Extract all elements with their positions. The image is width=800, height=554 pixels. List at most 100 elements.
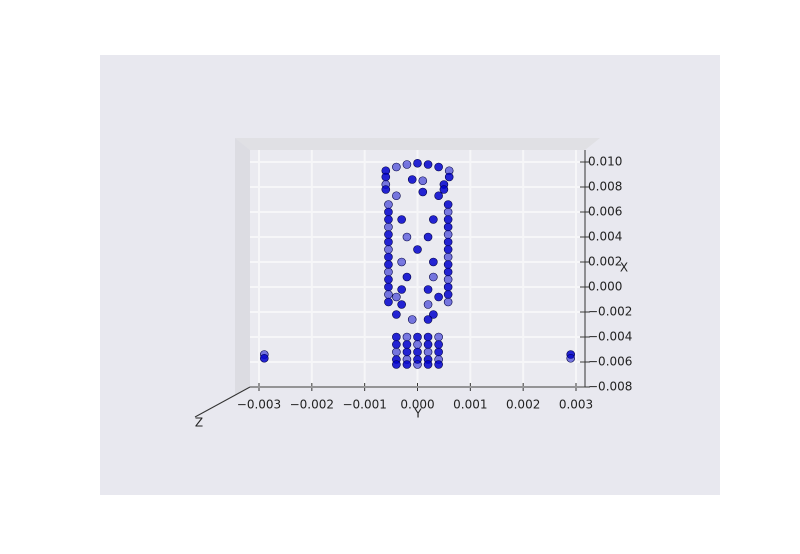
point bbox=[384, 252, 393, 262]
point bbox=[429, 215, 438, 224]
x-tick-label: −0.003 bbox=[237, 398, 281, 412]
point bbox=[413, 332, 422, 342]
point bbox=[429, 310, 438, 319]
point bbox=[381, 185, 391, 194]
point bbox=[384, 222, 393, 232]
point bbox=[384, 267, 393, 277]
point bbox=[392, 347, 401, 357]
point bbox=[429, 257, 438, 267]
y-tick-label: 0.000 bbox=[588, 280, 622, 294]
y-tick-label: 0.008 bbox=[588, 180, 622, 194]
point bbox=[413, 340, 422, 349]
point bbox=[397, 300, 406, 309]
point bbox=[384, 215, 393, 224]
y-tick-label: 0.004 bbox=[588, 230, 622, 244]
point bbox=[259, 353, 269, 363]
point bbox=[443, 230, 453, 239]
point bbox=[423, 315, 433, 324]
point bbox=[443, 297, 453, 307]
point bbox=[423, 360, 433, 369]
point bbox=[392, 162, 401, 172]
x-tick-label: −0.001 bbox=[342, 398, 386, 412]
point bbox=[402, 160, 412, 169]
point bbox=[443, 237, 453, 247]
x-tick-label: −0.002 bbox=[290, 398, 334, 412]
side-pane bbox=[235, 138, 250, 395]
y-tick-label: −0.004 bbox=[588, 330, 632, 344]
point bbox=[566, 353, 576, 363]
point bbox=[402, 347, 412, 357]
x-tick-label: 0.000 bbox=[400, 398, 434, 412]
point bbox=[402, 340, 412, 349]
point bbox=[384, 275, 393, 284]
point bbox=[423, 347, 433, 357]
point bbox=[413, 158, 422, 168]
y-tick-label: 0.006 bbox=[588, 205, 622, 219]
point bbox=[443, 282, 453, 292]
point bbox=[384, 282, 393, 292]
point bbox=[397, 215, 406, 224]
point bbox=[423, 340, 433, 349]
point bbox=[444, 172, 454, 182]
y-tick-label: 0.010 bbox=[588, 155, 622, 169]
point bbox=[443, 260, 453, 269]
point bbox=[402, 232, 412, 242]
point bbox=[443, 290, 453, 299]
x-tick-label: 0.003 bbox=[559, 398, 593, 412]
point bbox=[443, 200, 453, 209]
point bbox=[418, 187, 428, 197]
y-tick-label: −0.002 bbox=[588, 305, 632, 319]
point bbox=[423, 232, 433, 242]
point bbox=[423, 160, 433, 169]
point bbox=[407, 315, 417, 324]
point bbox=[434, 332, 443, 342]
y-tick-label: 0.002 bbox=[588, 255, 622, 269]
point bbox=[392, 191, 401, 201]
y-tick-label: −0.006 bbox=[588, 355, 632, 369]
point bbox=[434, 340, 443, 349]
point bbox=[443, 267, 453, 277]
point bbox=[392, 332, 401, 342]
x-tick-label: 0.001 bbox=[453, 398, 487, 412]
point bbox=[434, 292, 443, 302]
point bbox=[397, 285, 406, 294]
point bbox=[443, 215, 453, 224]
point bbox=[443, 252, 453, 262]
point bbox=[384, 297, 393, 307]
point bbox=[423, 285, 433, 294]
point bbox=[402, 272, 412, 282]
point bbox=[392, 360, 401, 369]
point bbox=[392, 292, 401, 302]
y-axis-label: X bbox=[620, 261, 628, 275]
point bbox=[413, 245, 422, 254]
point bbox=[384, 207, 393, 217]
point bbox=[423, 332, 433, 342]
point bbox=[418, 176, 428, 186]
point bbox=[392, 310, 401, 319]
point bbox=[392, 340, 401, 349]
point bbox=[384, 230, 393, 239]
point bbox=[434, 360, 443, 369]
point bbox=[429, 272, 438, 282]
point bbox=[381, 172, 391, 182]
point bbox=[413, 347, 422, 357]
z-axis-label: Z bbox=[195, 416, 203, 430]
point bbox=[402, 332, 412, 342]
point bbox=[407, 175, 417, 184]
x-tick-label: 0.002 bbox=[506, 398, 540, 412]
y-tick-label: −0.008 bbox=[588, 380, 632, 394]
point bbox=[439, 185, 449, 194]
z-axis-line bbox=[194, 386, 251, 418]
point bbox=[384, 237, 393, 247]
top-pane bbox=[235, 138, 600, 150]
point bbox=[443, 245, 453, 254]
point bbox=[434, 191, 443, 201]
point bbox=[397, 257, 406, 267]
point bbox=[384, 290, 393, 299]
point bbox=[384, 260, 393, 269]
point bbox=[443, 207, 453, 217]
point bbox=[434, 347, 443, 357]
point bbox=[434, 162, 443, 172]
point bbox=[443, 222, 453, 232]
